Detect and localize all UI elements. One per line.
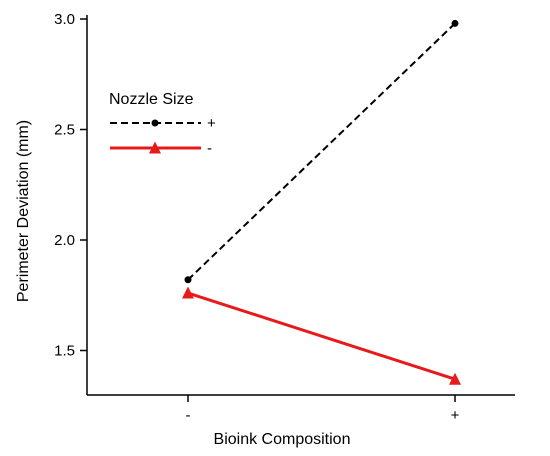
series-line xyxy=(187,291,456,381)
legend: Nozzle Size + - xyxy=(109,91,216,157)
y-tick-label: 1.5 xyxy=(54,343,75,360)
y-tick-label: 3.0 xyxy=(54,11,75,28)
y-ticks: 1.5 2.0 2.5 3.0 xyxy=(54,11,87,360)
series-line xyxy=(187,22,456,281)
legend-marker xyxy=(151,119,159,127)
legend-title: Nozzle Size xyxy=(109,91,194,108)
data-point xyxy=(449,372,461,385)
legend-marker xyxy=(149,141,161,154)
x-tick-label: - xyxy=(186,407,191,424)
legend-entry: + xyxy=(110,115,216,132)
x-tick-label: + xyxy=(451,407,460,424)
data-point xyxy=(184,276,192,284)
x-axis-title: Bioink Composition xyxy=(214,431,351,448)
series-layer xyxy=(182,19,461,385)
y-tick-label: 2.0 xyxy=(54,232,75,249)
data-point xyxy=(451,19,459,27)
y-axis-title: Perimeter Deviation (mm) xyxy=(15,120,32,302)
series-nozzle-plus xyxy=(184,19,459,284)
series-nozzle-minus xyxy=(182,286,461,385)
legend-entry: - xyxy=(110,140,212,157)
y-tick-label: 2.5 xyxy=(54,122,75,139)
legend-label: + xyxy=(207,115,216,132)
data-point xyxy=(182,286,194,299)
x-ticks: - + xyxy=(186,395,460,424)
legend-label: - xyxy=(207,140,212,157)
axes xyxy=(86,15,515,396)
